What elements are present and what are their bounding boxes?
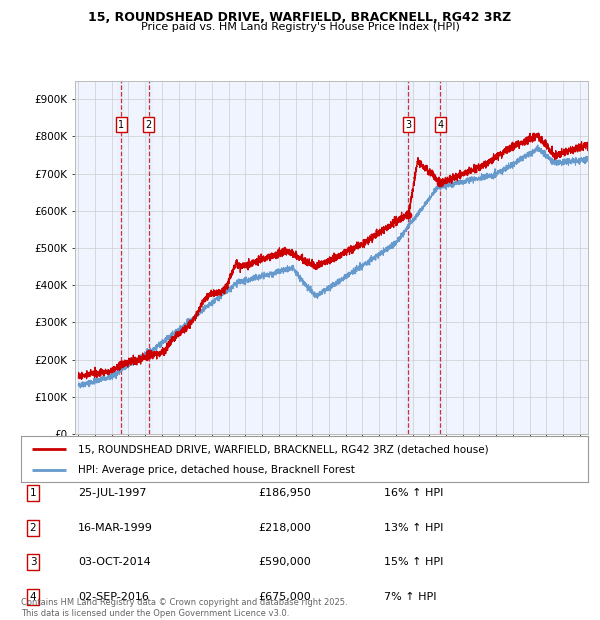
Text: Price paid vs. HM Land Registry's House Price Index (HPI): Price paid vs. HM Land Registry's House …	[140, 22, 460, 32]
Text: 02-SEP-2016: 02-SEP-2016	[78, 592, 149, 602]
Text: 16-MAR-1999: 16-MAR-1999	[78, 523, 153, 533]
Bar	[404, 81, 413, 434]
Text: 15% ↑ HPI: 15% ↑ HPI	[384, 557, 443, 567]
Text: £590,000: £590,000	[258, 557, 311, 567]
Text: 4: 4	[437, 120, 443, 130]
Text: 16% ↑ HPI: 16% ↑ HPI	[384, 488, 443, 498]
Text: 1: 1	[118, 120, 124, 130]
Bar	[436, 81, 445, 434]
Text: 15, ROUNDSHEAD DRIVE, WARFIELD, BRACKNELL, RG42 3RZ (detached house): 15, ROUNDSHEAD DRIVE, WARFIELD, BRACKNEL…	[78, 444, 488, 454]
Text: £675,000: £675,000	[258, 592, 311, 602]
Text: £186,950: £186,950	[258, 488, 311, 498]
Text: 1: 1	[29, 488, 37, 498]
Text: 4: 4	[29, 592, 37, 602]
Text: Contains HM Land Registry data © Crown copyright and database right 2025.
This d: Contains HM Land Registry data © Crown c…	[21, 598, 347, 618]
Text: 2: 2	[146, 120, 152, 130]
Bar	[117, 81, 125, 434]
Text: 3: 3	[406, 120, 412, 130]
Text: 03-OCT-2014: 03-OCT-2014	[78, 557, 151, 567]
Text: 3: 3	[29, 557, 37, 567]
Text: 25-JUL-1997: 25-JUL-1997	[78, 488, 146, 498]
Text: 7% ↑ HPI: 7% ↑ HPI	[384, 592, 437, 602]
Text: HPI: Average price, detached house, Bracknell Forest: HPI: Average price, detached house, Brac…	[78, 465, 355, 475]
Text: £218,000: £218,000	[258, 523, 311, 533]
Text: 15, ROUNDSHEAD DRIVE, WARFIELD, BRACKNELL, RG42 3RZ: 15, ROUNDSHEAD DRIVE, WARFIELD, BRACKNEL…	[88, 11, 512, 24]
Bar	[145, 81, 153, 434]
Text: 2: 2	[29, 523, 37, 533]
Text: 13% ↑ HPI: 13% ↑ HPI	[384, 523, 443, 533]
